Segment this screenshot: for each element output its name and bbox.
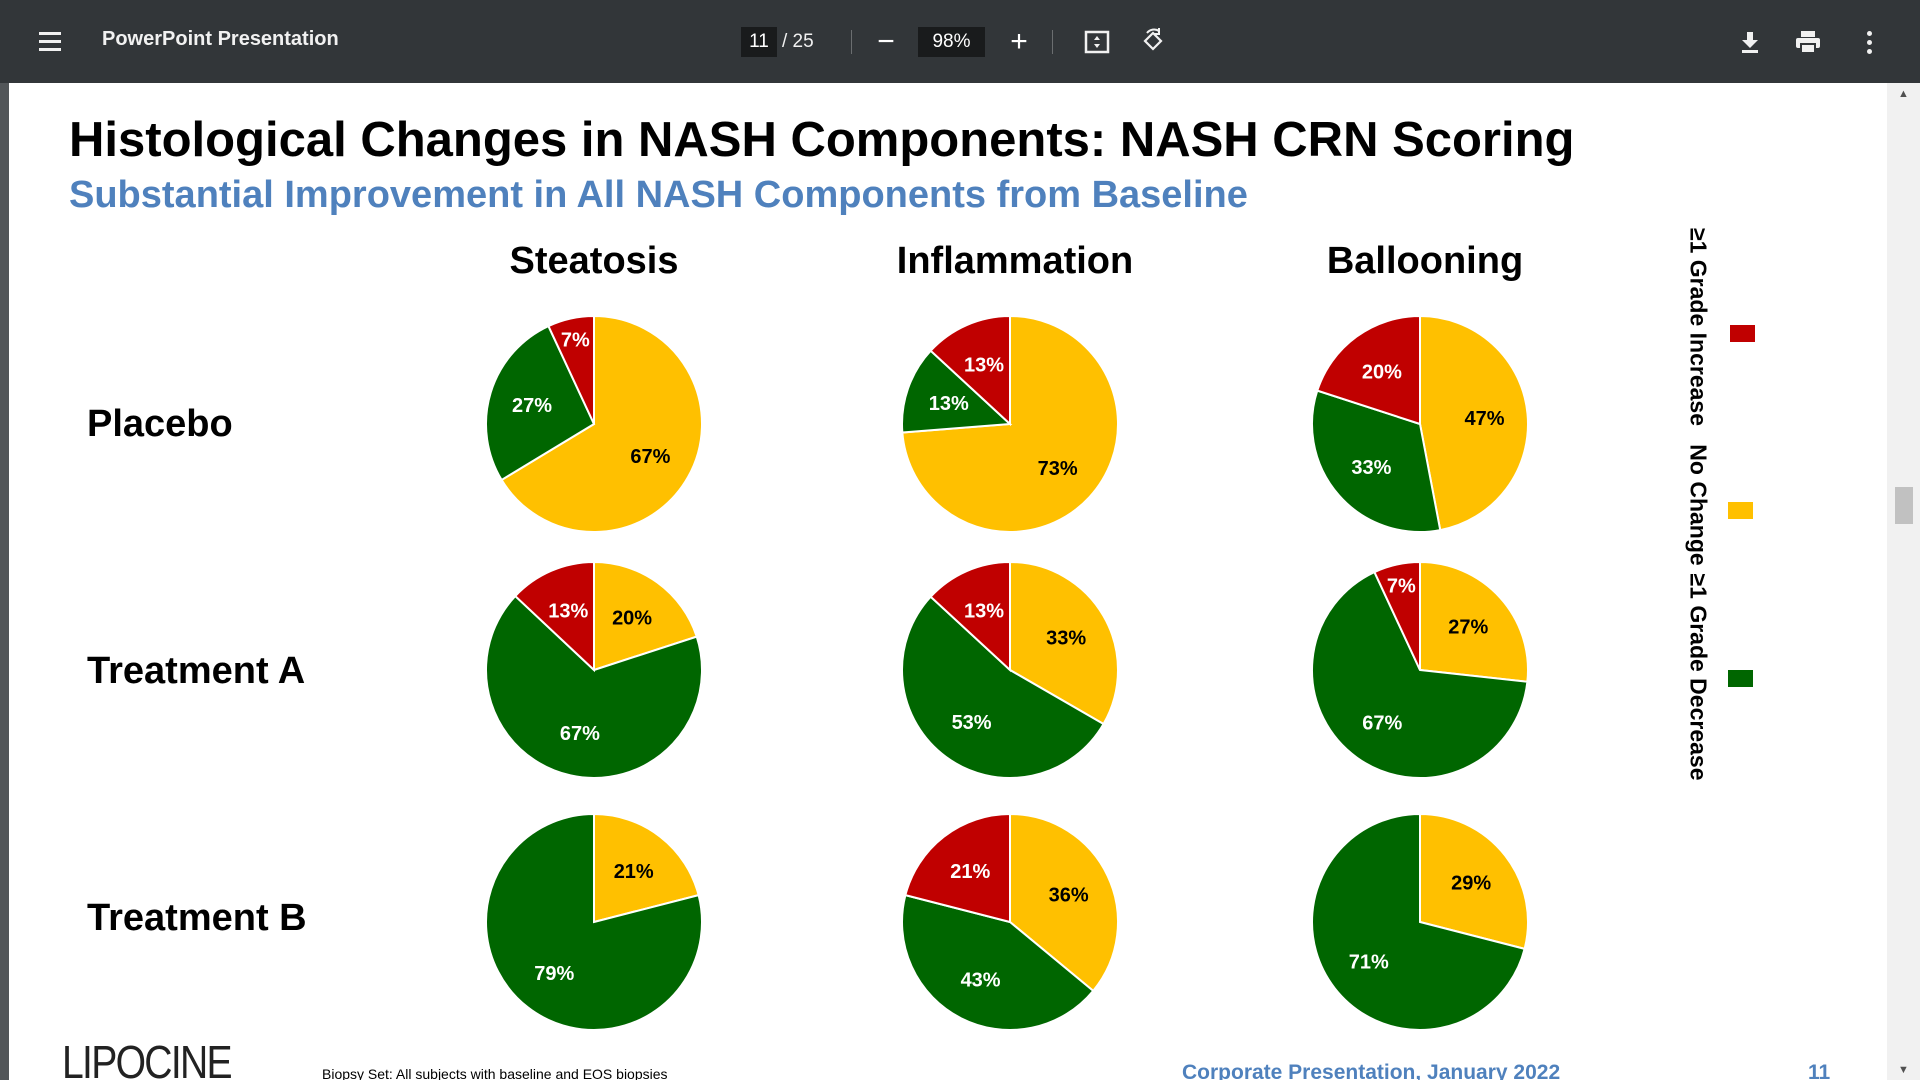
pie-data-label: 7% [561, 330, 590, 352]
row-label-placebo: Placebo [87, 403, 233, 445]
pie-data-label: 47% [1464, 408, 1504, 430]
pie-slice-increase [513, 560, 595, 673]
menu-icon[interactable] [34, 25, 66, 57]
column-header-steatosis: Steatosis [509, 240, 679, 282]
download-icon[interactable] [1733, 26, 1767, 58]
zoom-in-icon[interactable]: + [1010, 25, 1028, 58]
pie-data-label: 67% [560, 723, 600, 745]
pie-slice-decrease [901, 893, 1095, 1032]
pie-slice-no-change [593, 560, 698, 672]
pie-data-label: 27% [1448, 617, 1488, 639]
column-header-ballooning: Ballooning [1326, 240, 1524, 282]
scroll-thumb[interactable] [1895, 487, 1913, 524]
pie-slice-increase [547, 314, 595, 425]
pie-data-label: 21% [950, 861, 990, 883]
slide-title: Histological Changes in NASH Components:… [69, 113, 1575, 167]
rotate-icon[interactable] [1136, 24, 1170, 58]
pie-slice-no-change [1419, 812, 1529, 951]
document-title: PowerPoint Presentation [102, 28, 339, 50]
footer-text: Corporate Presentation, January 2022 [1182, 1061, 1561, 1080]
pie-data-label: 13% [964, 601, 1004, 623]
pie-slice-no-change [1419, 560, 1529, 683]
print-icon[interactable] [1791, 26, 1825, 58]
pie-data-label: 13% [964, 355, 1004, 377]
pie-data-label: 71% [1349, 952, 1389, 974]
pie-data-label: 21% [614, 861, 654, 883]
scroll-down-icon[interactable]: ▼ [1898, 1064, 1909, 1076]
pie-slice-decrease [1311, 389, 1442, 533]
legend-swatch-increase [1730, 325, 1755, 342]
pie-data-label: 27% [512, 395, 552, 417]
page-number-input[interactable]: 11 [741, 27, 777, 57]
legend-label-increase: ≥1 Grade Increase [1685, 227, 1712, 427]
pie-slice-no-change [1009, 812, 1119, 993]
pie-slice-no-change [1419, 314, 1529, 532]
more-vert-icon[interactable] [1854, 26, 1884, 58]
pie-slice-decrease [901, 349, 1013, 434]
pie-slice-increase [904, 812, 1011, 924]
scrollbar[interactable]: ▲ ▼ [1887, 83, 1920, 1080]
pie-slice-increase [1316, 314, 1421, 426]
pdf-toolbar: PowerPoint Presentation 11 / 25 − 98% + [0, 0, 1920, 83]
pie-slice-no-change [593, 812, 700, 924]
pie-data-label: 29% [1451, 872, 1491, 894]
pie-data-label: 20% [612, 608, 652, 630]
legend-swatch-decrease [1728, 670, 1753, 687]
pie-slice-decrease [485, 812, 703, 1031]
pie-data-label: 53% [952, 712, 992, 734]
lipocine-logo: LIPOCINE [62, 1036, 233, 1080]
legend-swatch-no-change [1728, 502, 1753, 519]
pie-data-label: 79% [534, 963, 574, 985]
page-total: / 25 [782, 31, 814, 52]
column-header-inflammation: Inflammation [896, 240, 1134, 282]
pie-slice-decrease [1311, 570, 1529, 779]
pie-charts: 67% 27% 7% 73% 13% 13% 47% 33% 20% 20% 67% 13% 33% 53… [485, 314, 1529, 1032]
pie-data-label: 13% [929, 393, 969, 415]
fit-page-icon[interactable] [1081, 26, 1113, 58]
pie-slice-increase [929, 314, 1011, 427]
toolbar-divider [851, 30, 852, 54]
pie-data-label: 73% [1038, 458, 1078, 480]
slide-page: Histological Changes in NASH Components:… [9, 83, 1887, 1080]
pie-data-label: 36% [1049, 884, 1089, 906]
pie-slice-decrease [901, 595, 1105, 779]
toolbar-divider [1052, 30, 1053, 54]
pie-data-label: 33% [1046, 628, 1086, 650]
slide-subtitle: Substantial Improvement in All NASH Comp… [69, 174, 1248, 216]
pie-slice-decrease [485, 324, 596, 482]
pie-data-label: 7% [1387, 576, 1416, 598]
pie-slice-decrease [485, 594, 703, 779]
pie-slice-increase [1373, 560, 1421, 671]
pie-data-label: 20% [1362, 362, 1402, 384]
legend-label-decrease: ≥1 Grade Decrease [1685, 573, 1712, 781]
pie-data-label: 67% [630, 446, 670, 468]
pie-slice-no-change [500, 314, 703, 533]
zoom-out-icon[interactable]: − [877, 25, 895, 58]
pie-data-label: 33% [1351, 457, 1391, 479]
zoom-input[interactable]: 98% [918, 27, 985, 57]
pie-slice-no-change [1009, 560, 1119, 726]
legend-label-no-change: No Change [1685, 444, 1712, 566]
pie-data-label: 13% [548, 601, 588, 623]
row-label-treatment-b: Treatment B [87, 897, 307, 939]
pie-data-label: 43% [961, 970, 1001, 992]
footnote: Biopsy Set: All subjects with baseline a… [322, 1066, 668, 1080]
pie-data-label: 67% [1362, 713, 1402, 735]
pie-slice-decrease [1311, 812, 1526, 1031]
row-label-treatment-a: Treatment A [87, 650, 306, 692]
scroll-up-icon[interactable]: ▲ [1898, 88, 1909, 100]
slide-page-number: 11 [1808, 1061, 1831, 1080]
pie-slice-increase [929, 560, 1011, 673]
